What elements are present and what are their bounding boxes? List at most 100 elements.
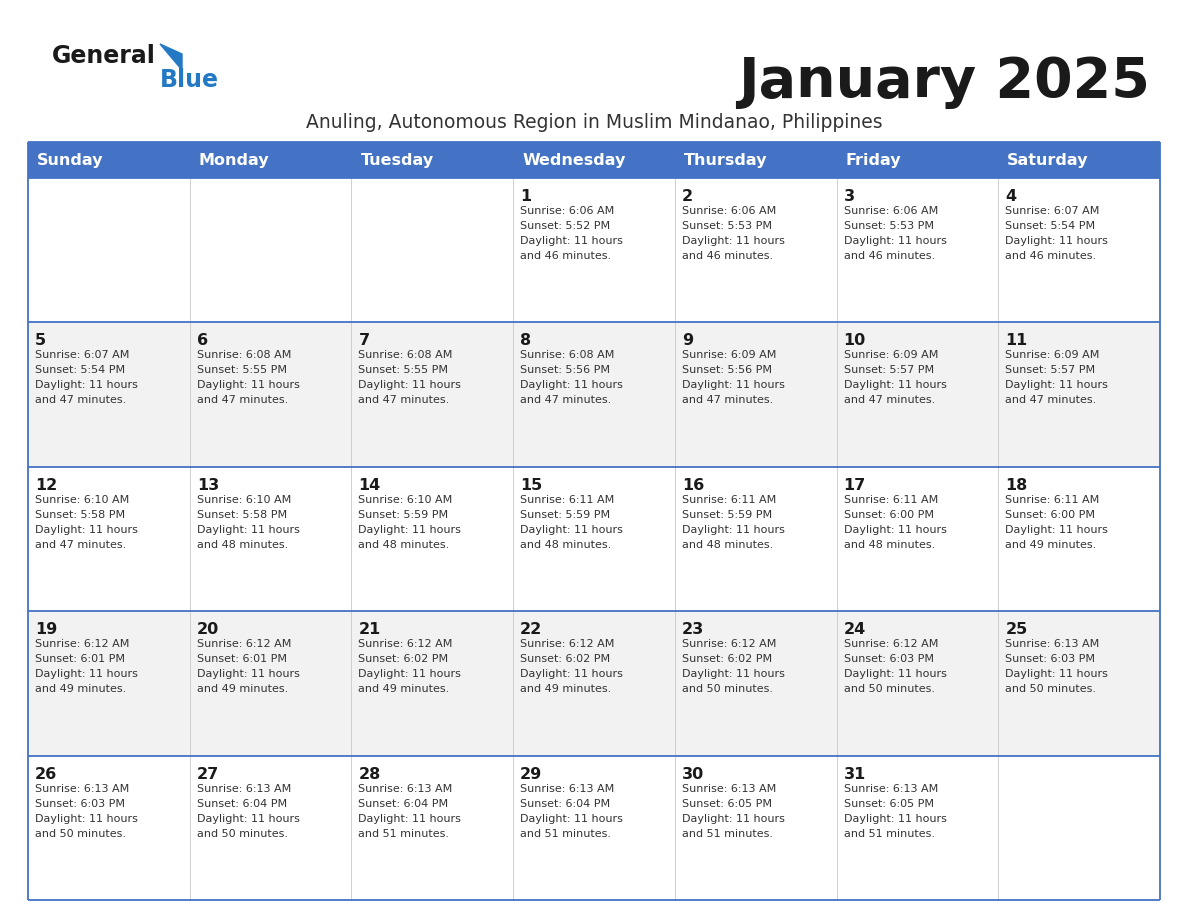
Bar (513, 322, 675, 466)
Text: Daylight: 11 hours: Daylight: 11 hours (843, 813, 947, 823)
Bar (29, 322, 190, 466)
Text: 17: 17 (843, 477, 866, 493)
Text: and 48 minutes.: and 48 minutes. (682, 540, 773, 550)
Text: Sunday: Sunday (37, 152, 103, 167)
Bar (998, 322, 1159, 466)
Text: Sunset: 5:56 PM: Sunset: 5:56 PM (682, 365, 772, 375)
Text: Sunset: 5:56 PM: Sunset: 5:56 PM (520, 365, 611, 375)
Text: Thursday: Thursday (684, 152, 767, 167)
Text: 26: 26 (34, 767, 57, 781)
Text: Sunset: 5:54 PM: Sunset: 5:54 PM (34, 365, 125, 375)
Text: 14: 14 (359, 477, 380, 493)
Text: Daylight: 11 hours: Daylight: 11 hours (520, 380, 623, 390)
Bar (190, 756, 352, 900)
Text: and 51 minutes.: and 51 minutes. (843, 829, 935, 839)
Text: 10: 10 (843, 333, 866, 349)
Text: Daylight: 11 hours: Daylight: 11 hours (843, 236, 947, 246)
Text: 13: 13 (197, 477, 219, 493)
Bar (352, 756, 513, 900)
Bar (190, 611, 352, 756)
Text: Sunset: 6:00 PM: Sunset: 6:00 PM (843, 509, 934, 520)
Bar (352, 142, 513, 178)
Bar (998, 142, 1159, 178)
Text: and 49 minutes.: and 49 minutes. (359, 684, 450, 694)
Bar (998, 178, 1159, 322)
Text: Daylight: 11 hours: Daylight: 11 hours (1005, 525, 1108, 535)
Bar (836, 142, 998, 178)
Text: Sunrise: 6:10 AM: Sunrise: 6:10 AM (359, 495, 453, 505)
Text: Sunrise: 6:13 AM: Sunrise: 6:13 AM (197, 784, 291, 793)
Bar (836, 322, 998, 466)
Text: and 48 minutes.: and 48 minutes. (843, 540, 935, 550)
Bar (352, 466, 513, 611)
Text: Sunset: 5:54 PM: Sunset: 5:54 PM (1005, 221, 1095, 231)
Bar (836, 756, 998, 900)
Text: and 50 minutes.: and 50 minutes. (197, 829, 287, 839)
Text: Daylight: 11 hours: Daylight: 11 hours (843, 380, 947, 390)
Text: Sunset: 6:02 PM: Sunset: 6:02 PM (520, 655, 611, 665)
Text: Sunrise: 6:11 AM: Sunrise: 6:11 AM (682, 495, 776, 505)
Text: 11: 11 (1005, 333, 1028, 349)
Bar (675, 611, 836, 756)
Text: Daylight: 11 hours: Daylight: 11 hours (682, 813, 785, 823)
Bar (675, 322, 836, 466)
Bar (352, 322, 513, 466)
Bar (190, 322, 352, 466)
Text: and 46 minutes.: and 46 minutes. (1005, 251, 1097, 261)
Text: Sunset: 6:03 PM: Sunset: 6:03 PM (1005, 655, 1095, 665)
Text: Sunrise: 6:08 AM: Sunrise: 6:08 AM (197, 351, 291, 361)
Text: 7: 7 (359, 333, 369, 349)
Text: Sunset: 6:03 PM: Sunset: 6:03 PM (843, 655, 934, 665)
Text: and 50 minutes.: and 50 minutes. (843, 684, 935, 694)
Text: Sunrise: 6:06 AM: Sunrise: 6:06 AM (843, 206, 937, 216)
Text: 30: 30 (682, 767, 704, 781)
Text: Daylight: 11 hours: Daylight: 11 hours (682, 525, 785, 535)
Text: Sunset: 5:53 PM: Sunset: 5:53 PM (682, 221, 772, 231)
Bar (190, 142, 352, 178)
Text: and 51 minutes.: and 51 minutes. (520, 829, 611, 839)
Text: Daylight: 11 hours: Daylight: 11 hours (34, 813, 138, 823)
Text: Sunrise: 6:12 AM: Sunrise: 6:12 AM (359, 639, 453, 649)
Text: Daylight: 11 hours: Daylight: 11 hours (197, 380, 299, 390)
Text: Sunset: 6:05 PM: Sunset: 6:05 PM (682, 799, 772, 809)
Text: Daylight: 11 hours: Daylight: 11 hours (1005, 669, 1108, 679)
Text: Sunrise: 6:13 AM: Sunrise: 6:13 AM (520, 784, 614, 793)
Text: Sunrise: 6:12 AM: Sunrise: 6:12 AM (197, 639, 291, 649)
Text: 16: 16 (682, 477, 704, 493)
Text: Daylight: 11 hours: Daylight: 11 hours (359, 525, 461, 535)
Text: 18: 18 (1005, 477, 1028, 493)
Bar (675, 178, 836, 322)
Text: Friday: Friday (846, 152, 902, 167)
Text: Sunrise: 6:11 AM: Sunrise: 6:11 AM (843, 495, 937, 505)
Text: Daylight: 11 hours: Daylight: 11 hours (197, 813, 299, 823)
Text: Sunset: 6:01 PM: Sunset: 6:01 PM (197, 655, 286, 665)
Bar (513, 611, 675, 756)
Text: Sunset: 5:53 PM: Sunset: 5:53 PM (843, 221, 934, 231)
Text: 29: 29 (520, 767, 543, 781)
Text: Sunrise: 6:08 AM: Sunrise: 6:08 AM (520, 351, 614, 361)
Text: 15: 15 (520, 477, 543, 493)
Text: Sunrise: 6:10 AM: Sunrise: 6:10 AM (34, 495, 129, 505)
Text: Daylight: 11 hours: Daylight: 11 hours (682, 669, 785, 679)
Text: 23: 23 (682, 622, 704, 637)
Text: Sunrise: 6:13 AM: Sunrise: 6:13 AM (34, 784, 129, 793)
Text: Sunrise: 6:09 AM: Sunrise: 6:09 AM (843, 351, 939, 361)
Bar (352, 178, 513, 322)
Text: Sunset: 5:52 PM: Sunset: 5:52 PM (520, 221, 611, 231)
Text: Daylight: 11 hours: Daylight: 11 hours (1005, 380, 1108, 390)
Text: Sunrise: 6:06 AM: Sunrise: 6:06 AM (682, 206, 776, 216)
Text: Daylight: 11 hours: Daylight: 11 hours (34, 525, 138, 535)
Text: Daylight: 11 hours: Daylight: 11 hours (520, 813, 623, 823)
Text: and 46 minutes.: and 46 minutes. (843, 251, 935, 261)
Text: Sunrise: 6:12 AM: Sunrise: 6:12 AM (34, 639, 129, 649)
Text: Daylight: 11 hours: Daylight: 11 hours (359, 380, 461, 390)
Text: Sunrise: 6:13 AM: Sunrise: 6:13 AM (843, 784, 937, 793)
Text: Sunset: 5:58 PM: Sunset: 5:58 PM (34, 509, 125, 520)
Bar (998, 756, 1159, 900)
Text: Sunrise: 6:12 AM: Sunrise: 6:12 AM (843, 639, 939, 649)
Text: Sunset: 6:01 PM: Sunset: 6:01 PM (34, 655, 125, 665)
Text: General: General (52, 44, 156, 68)
Text: 27: 27 (197, 767, 219, 781)
Text: and 50 minutes.: and 50 minutes. (1005, 684, 1097, 694)
Text: 22: 22 (520, 622, 543, 637)
